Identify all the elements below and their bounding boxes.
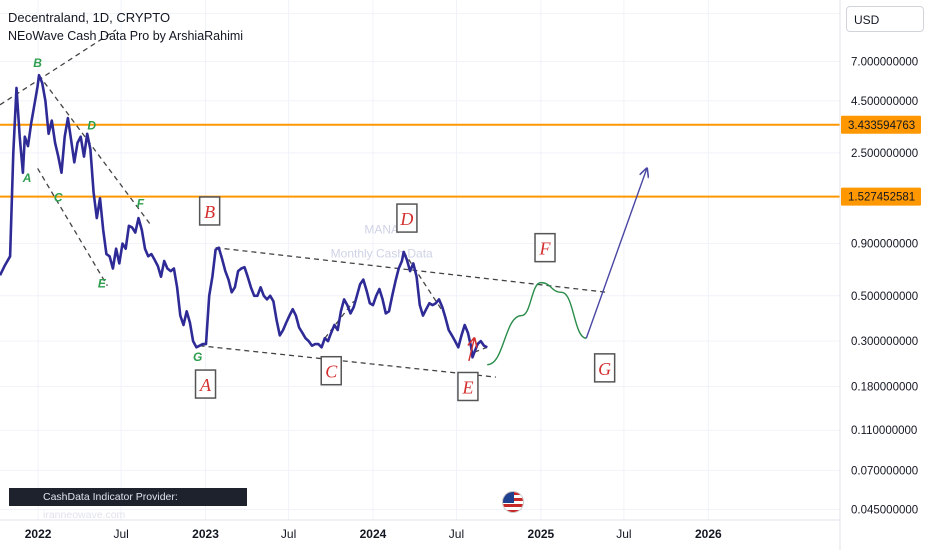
y-tick-label: 0.900000000: [851, 239, 918, 251]
x-tick-label: 2026: [695, 527, 722, 541]
level-badge-0: [841, 115, 921, 134]
boxed-label-text: F: [539, 239, 552, 259]
projection-2: [469, 338, 475, 362]
boxed-label-text: A: [199, 375, 212, 395]
boxed-label-e: E: [457, 371, 479, 402]
trendline-3: [199, 345, 496, 378]
currency-selector[interactable]: USD: [846, 6, 924, 32]
watermark-symbol: MANA: [364, 223, 399, 237]
boxed-label-frame: [534, 232, 556, 263]
boxed-label-text: B: [204, 202, 215, 222]
wave-label-e-4: E: [98, 276, 107, 290]
boxed-label-f: F: [534, 232, 556, 263]
x-tick-label: 2024: [360, 527, 387, 541]
level-badge-label-0: 3.433594763: [848, 120, 915, 132]
y-tick-label: 0.045000000: [851, 505, 918, 517]
boxed-label-frame: [593, 353, 616, 383]
symbol-title: Decentraland, 1D, CRYPTO: [8, 10, 171, 25]
projection-1: [585, 168, 647, 339]
boxed-label-frame: [194, 369, 217, 399]
x-tick-label: Jul: [281, 527, 296, 541]
trendline-2: [37, 168, 108, 287]
trendline-1: [38, 74, 152, 227]
wave-label-d-3: D: [87, 119, 96, 133]
boxed-label-b: B: [198, 196, 221, 226]
us-flag-icon[interactable]: [502, 491, 524, 513]
boxed-label-a: A: [194, 369, 217, 399]
y-tick-label: 4.500000000: [851, 96, 918, 108]
x-tick-label: Jul: [616, 527, 631, 541]
y-tick-label: 2.500000000: [851, 148, 918, 160]
y-tick-label: 0.500000000: [851, 291, 918, 303]
y-tick-label: 7.000000000: [851, 57, 918, 69]
trendline-7: [474, 346, 488, 353]
x-tick-label: Jul: [449, 527, 464, 541]
y-tick-label: 0.070000000: [851, 465, 918, 477]
wave-label-a-1: A: [22, 171, 32, 185]
boxed-label-text: G: [598, 359, 611, 379]
x-tick-label: 2023: [192, 527, 219, 541]
projection-0: [487, 281, 587, 366]
watermark-caption: Monthly Cash Data: [331, 247, 433, 261]
x-tick-label: 2022: [25, 527, 52, 541]
boxed-label-c: C: [320, 355, 342, 386]
y-tick-label: 0.110000000: [851, 425, 917, 437]
boxed-label-frame: [198, 196, 221, 226]
trendline-6: [403, 251, 447, 316]
level-badge-1: [841, 187, 921, 206]
boxed-label-text: E: [461, 377, 473, 397]
boxed-label-frame: [320, 355, 342, 386]
boxed-label-g: G: [593, 353, 616, 383]
provider-banner: CashData Indicator Provider: iranneowave…: [9, 488, 247, 521]
boxed-label-text: C: [325, 362, 338, 382]
indicator-title: NEoWave Cash Data Pro by ArshiaRahimi: [8, 29, 244, 43]
boxed-label-frame: [396, 203, 418, 233]
y-tick-label: 0.300000000: [851, 336, 918, 348]
boxed-label-text: D: [399, 209, 413, 229]
y-tick-label: 0.180000000: [851, 381, 918, 393]
boxed-label-d: D: [396, 203, 418, 233]
wave-label-f-5: F: [137, 197, 145, 211]
boxed-label-frame: [457, 371, 479, 402]
wave-label-g-6: G: [193, 350, 202, 364]
wave-label-c-2: C: [54, 190, 63, 204]
x-tick-label: Jul: [113, 527, 128, 541]
trendline-4: [215, 247, 608, 293]
x-tick-label: 2025: [528, 527, 555, 541]
level-badge-label-1: 1.527452581: [848, 192, 915, 204]
price-line-0: [0, 73, 488, 359]
wave-label-b-0: B: [33, 56, 42, 70]
